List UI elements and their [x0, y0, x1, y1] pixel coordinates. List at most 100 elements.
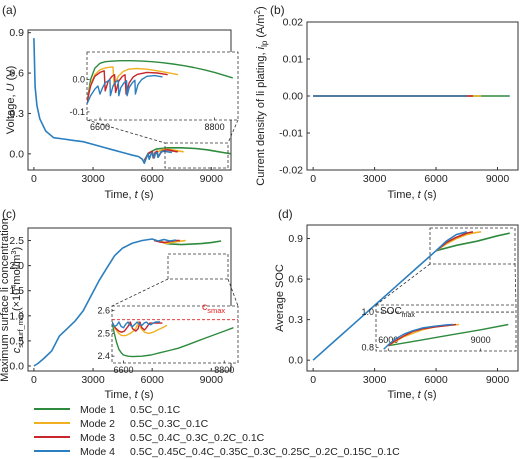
panel-b-ticks: 0 3000 6000 9000 -0.02 -0.01 0.00 0.01 0.02 — [279, 17, 509, 186]
y-tick-label: 0.0 — [288, 355, 303, 367]
inset-series-line-mode-4 — [87, 74, 163, 105]
y-tick-label: 0.0 — [9, 148, 24, 160]
panel-a-inset-series — [87, 60, 233, 105]
inset-x-tick-label: 6000 — [378, 335, 398, 345]
inset-x-tick-label: 6600 — [113, 365, 133, 375]
y-tick-label: 2.0 — [9, 260, 24, 272]
panel-a-xlabel: Time, t (s) — [104, 189, 153, 201]
x-tick-label: 0 — [31, 374, 37, 386]
panel-c-limit-label: csmax — [202, 301, 225, 315]
x-tick-label: 6000 — [424, 374, 448, 386]
y-tick-label: -0.01 — [279, 128, 303, 140]
inset-y-tick-label: 2.6 — [97, 306, 110, 316]
inset-x-tick-label: 9000 — [471, 335, 491, 345]
panel-a-zoom-connector-left — [86, 119, 166, 144]
panel-c-inset-ticks: 6600 8800 2.4 2.5 2.6 — [97, 306, 234, 375]
panel-c-label: (c) — [2, 207, 16, 221]
inset-y-tick-label: 0.0 — [72, 75, 85, 85]
panel-d-axes — [306, 224, 519, 372]
legend: Mode 1 0.5C_0.1C Mode 2 0.5C_0.3C_0.1C Mode … — [34, 404, 400, 458]
panel-d-zoom-connector-right — [514, 263, 517, 306]
inset-series-line-mode-1 — [388, 323, 509, 347]
inset-series-line-mode-1 — [112, 321, 234, 358]
inset-x-tick-label: 8800 — [205, 122, 225, 132]
panel-a: (a) 0 3000 6000 9000 0.0 0.3 0.6 0.9 6600 8800 0.… — [2, 3, 239, 201]
inset-y-tick-label: 2.5 — [97, 328, 110, 338]
x-tick-label: 0 — [310, 374, 316, 386]
panel-d-inset-series — [376, 311, 516, 350]
legend-mode: Mode 3 — [80, 432, 115, 444]
panel-a-ticks: 0 3000 6000 9000 0.0 0.3 0.6 0.9 — [9, 27, 223, 185]
series-line-mode-2 — [155, 239, 186, 245]
inset-series-line-mode-4 — [383, 323, 453, 350]
y-tick-label: 1.5 — [9, 285, 24, 297]
y-tick-label: 0.9 — [9, 27, 24, 39]
x-tick-label: 0 — [310, 173, 316, 185]
inset-series-line-mode-3 — [387, 323, 457, 347]
panel-d-zoom-box — [429, 227, 516, 265]
y-tick-label: 0.02 — [283, 17, 304, 29]
panel-a-ylabel: Voltage, U (V) — [5, 66, 17, 135]
panel-b-xlabel: Time, t (s) — [387, 189, 436, 201]
x-tick-label: 6000 — [140, 173, 164, 185]
y-tick-label: 0.9 — [288, 233, 303, 245]
panel-a-zoom-connector-right — [227, 119, 239, 144]
y-tick-label: 0.00 — [283, 91, 304, 103]
y-tick-label: 0.3 — [9, 108, 24, 120]
x-tick-label: 0 — [31, 173, 37, 185]
x-tick-label: 3000 — [81, 173, 105, 185]
panel-d-xlabel: Time, t (s) — [387, 389, 436, 401]
x-tick-label: 6000 — [140, 374, 164, 386]
inset-x-tick-label: 6600 — [90, 122, 110, 132]
panel-a-zoom-box — [164, 142, 229, 169]
inset-x-tick-label: 8800 — [214, 365, 234, 375]
panel-c-ticks: 0 3000 6000 9000 0.0 0.5 1.0 1.5 2.0 2.5 — [9, 235, 223, 386]
legend-mode: Mode 2 — [80, 418, 115, 430]
legend-rates: 0.5C_0.1C — [130, 404, 181, 416]
legend-mode: Mode 4 — [80, 446, 115, 458]
legend-mode: Mode 1 — [80, 404, 115, 416]
panel-d-ylabel: Average SOC — [274, 264, 286, 332]
series-line-mode-4 — [312, 231, 468, 361]
panel-c: (c) 0 3000 6000 9000 0.0 0.5 1.0 1.5 2.0 2.5 6600… — [0, 207, 239, 401]
panel-d-ticks: 0 3000 6000 9000 0.0 0.3 0.6 0.9 — [288, 233, 509, 386]
x-tick-label: 3000 — [81, 374, 105, 386]
panel-d-series — [312, 231, 510, 361]
panel-c-zoom-connector-right — [227, 278, 239, 307]
legend-rates: 0.5C_0.4C_0.3C_0.2C_0.1C — [130, 432, 265, 444]
series-line-mode-3 — [153, 239, 180, 244]
inset-series-line-mode-4 — [112, 321, 161, 329]
x-tick-label: 6000 — [424, 173, 448, 185]
panel-a-inset-ticks: 6600 8800 0.0 -0.1 — [69, 75, 224, 132]
y-tick-label: 0.5 — [9, 335, 24, 347]
y-tick-label: 0.0 — [9, 360, 24, 372]
y-tick-label: 2.5 — [9, 235, 24, 247]
inset-series-line-mode-3 — [112, 321, 163, 333]
panel-d-zoom-connector-left — [375, 263, 431, 306]
x-tick-label: 9000 — [200, 374, 224, 386]
panel-c-zoom-connector-left — [111, 278, 169, 307]
series-line-mode-4 — [33, 38, 173, 165]
panel-b: (b) 0 3000 6000 9000-0.02-0.010.000.010.02 … — [253, 3, 519, 201]
series-line-mode-4 — [33, 238, 176, 367]
panel-d-label: (d) — [278, 207, 293, 221]
inset-y-tick-label: 2.4 — [97, 351, 110, 361]
panel-b-label: (b) — [270, 3, 285, 17]
inset-series-line-mode-1 — [87, 60, 233, 103]
panel-c-series — [33, 238, 222, 367]
legend-rates: 0.5C_0.3C_0.1C — [130, 418, 209, 430]
panel-c-zoom-box — [167, 253, 229, 280]
panel-c-axes — [27, 227, 232, 372]
y-tick-label: -0.02 — [279, 165, 303, 177]
panel-c-ylabel-line2: cs,surf_max(×104mol/m3) — [9, 247, 25, 353]
y-tick-label: 1.0 — [9, 310, 24, 322]
x-tick-label: 3000 — [363, 173, 387, 185]
inset-series-line-mode-3 — [87, 70, 168, 103]
panel-a-series — [33, 38, 231, 165]
y-tick-label: 0.6 — [9, 68, 24, 80]
x-tick-label: 3000 — [363, 374, 387, 386]
panel-d: (d) 0 3000 6000 9000 0.0 0.3 0.6 0.9 6000 9000 0.… — [274, 207, 519, 401]
panel-d-limit-label: SOCmax — [380, 306, 415, 319]
panel-c-xlabel: Time, t (s) — [104, 389, 153, 401]
